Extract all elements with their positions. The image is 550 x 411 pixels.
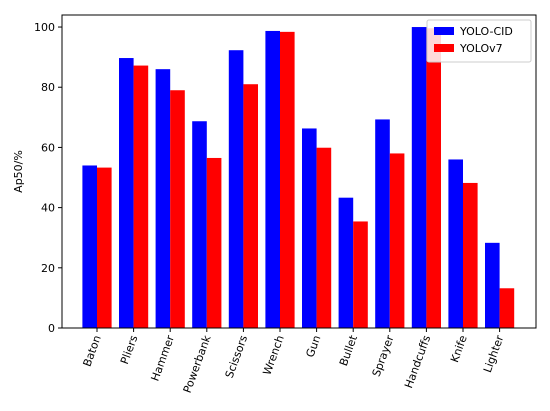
legend-swatch [434,44,454,52]
bar-yolov7-scissors [243,84,258,328]
bar-yolo-cid-hammer [155,69,171,328]
bar-yolov7-powerbank [206,157,222,328]
bar-yolo-cid-baton [82,165,97,328]
bar-yolov7-baton [97,167,112,328]
y-tick-label: 60 [41,141,55,154]
bar-yolo-cid-knife [448,159,463,328]
bar-yolo-cid-bullet [338,197,354,328]
bar-yolov7-gun [316,147,332,328]
legend-label: YOLOv7 [459,42,503,55]
bar-yolov7-pliers [133,65,149,329]
legend: YOLO-CID YOLOv7 [426,19,532,63]
bar-yolo-cid-handcuffs [411,27,427,329]
y-axis-ticks: 0 20 40 60 80 100 [34,21,62,335]
y-tick-label: 40 [41,202,55,215]
bar-yolov7-knife [463,182,478,328]
legend-swatch [434,27,454,35]
y-tick-label: 100 [34,21,55,34]
bar-yolo-cid-lighter [485,242,500,328]
bar-yolo-cid-pliers [119,58,134,328]
bar-yolo-cid-scissors [228,50,244,329]
bar-yolo-cid-gun [302,128,317,328]
plot-area-frame [61,14,537,329]
bar-yolov7-wrench [280,31,295,328]
bar-yolo-cid-powerbank [192,121,207,328]
legend-label: YOLO-CID [459,25,513,38]
bar-yolo-cid-sprayer [375,119,390,328]
y-axis-label: Ap50/% [12,150,25,193]
bar-yolov7-bullet [353,221,368,328]
bars-group [82,27,515,329]
y-tick-label: 20 [41,262,55,275]
y-tick-label: 0 [48,322,55,335]
bar-yolo-cid-wrench [265,30,280,329]
bar-yolov7-sprayer [389,153,405,328]
bar-yolov7-hammer [170,90,185,328]
y-tick-label: 80 [41,81,55,94]
bar-yolov7-handcuffs [426,28,441,328]
bar-yolov7-lighter [499,288,515,328]
